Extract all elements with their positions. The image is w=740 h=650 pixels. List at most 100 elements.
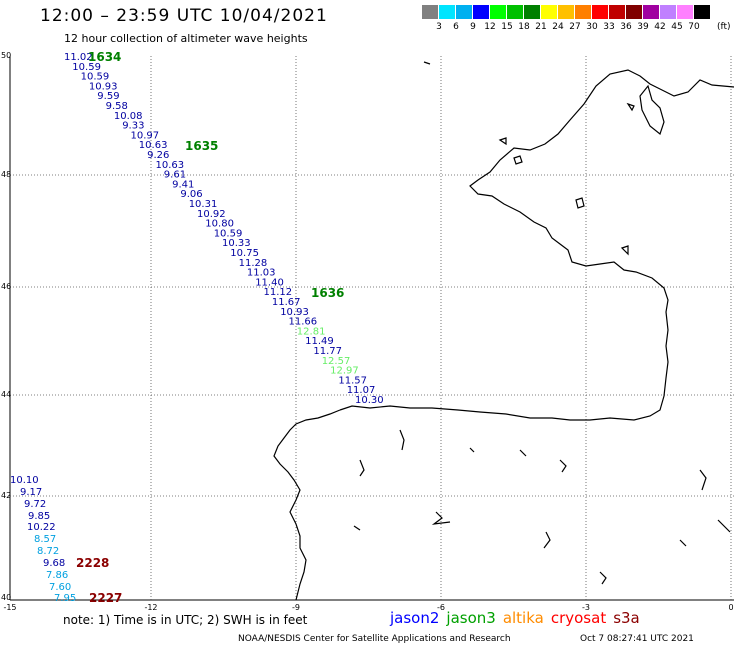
legend-swatch bbox=[473, 5, 490, 19]
swh-value: 11.02 bbox=[64, 52, 93, 63]
swh-value: 10.22 bbox=[27, 522, 56, 533]
lon-label: -9 bbox=[292, 603, 300, 612]
legend-label: 45 bbox=[671, 22, 683, 32]
footer-note: note: 1) Time is in UTC; 2) SWH is in fe… bbox=[63, 613, 308, 627]
lon-label: -15 bbox=[3, 603, 16, 612]
lon-label: -12 bbox=[144, 603, 157, 612]
swh-value: 10.59 bbox=[81, 72, 110, 83]
legend-label: 24 bbox=[552, 22, 564, 32]
swh-value: 9.41 bbox=[172, 179, 194, 190]
legend-label: 3 bbox=[436, 22, 442, 32]
track-southwest: 10.109.179.729.8510.228.578.729.687.867.… bbox=[10, 475, 76, 604]
map-title: 12:00 – 23:59 UTC 10/04/2021 bbox=[40, 6, 328, 26]
swh-value: 10.75 bbox=[230, 248, 259, 259]
pass-number: 1634 bbox=[88, 50, 121, 64]
color-scale-legend bbox=[422, 5, 711, 19]
pass-number: 1636 bbox=[311, 286, 344, 300]
swh-value: 9.58 bbox=[106, 101, 128, 112]
lat-label: 42 bbox=[1, 491, 11, 500]
swh-value: 8.72 bbox=[37, 546, 59, 557]
coastline bbox=[273, 61, 735, 601]
pass-number: 2227 bbox=[89, 591, 122, 605]
legend-label: 15 bbox=[501, 22, 513, 32]
swh-value: 9.59 bbox=[97, 91, 119, 102]
swh-value: 9.33 bbox=[122, 121, 144, 132]
swh-value: 7.95 bbox=[54, 593, 76, 604]
pass-labels: 1634 1635 1636 2228 2227 bbox=[76, 50, 344, 605]
pass-number: 1635 bbox=[185, 139, 218, 153]
swh-value: 12.57 bbox=[322, 356, 351, 367]
color-scale-unit: (ft) bbox=[717, 22, 731, 32]
swh-value: 10.59 bbox=[214, 228, 243, 239]
latitude-labels: 50 48 46 44 42 40 bbox=[1, 51, 11, 602]
longitude-labels: -15 -12 -9 -6 -3 0 bbox=[3, 603, 733, 612]
generated-timestamp: Oct 7 08:27:41 UTC 2021 bbox=[580, 634, 694, 644]
swh-value: 11.28 bbox=[239, 258, 268, 269]
graticule bbox=[10, 56, 734, 600]
lon-label: -6 bbox=[437, 603, 445, 612]
swh-value: 10.63 bbox=[156, 160, 185, 171]
satellite-name: altika bbox=[502, 609, 544, 627]
legend-swatch bbox=[626, 5, 643, 19]
swh-value: 11.77 bbox=[313, 346, 342, 357]
legend-label: 33 bbox=[603, 22, 615, 32]
swh-value: 10.08 bbox=[114, 111, 143, 122]
swh-value: 9.06 bbox=[180, 189, 202, 200]
satellite-name: jason3 bbox=[446, 609, 496, 627]
legend-swatch bbox=[507, 5, 524, 19]
swh-value: 10.63 bbox=[139, 140, 168, 151]
swh-value: 11.40 bbox=[255, 277, 284, 288]
swh-value: 10.80 bbox=[205, 219, 234, 230]
legend-label: 39 bbox=[637, 22, 649, 32]
swh-value: 11.66 bbox=[289, 317, 318, 328]
swh-value: 10.31 bbox=[189, 199, 218, 210]
swh-value: 11.67 bbox=[272, 297, 301, 308]
legend-swatch bbox=[456, 5, 473, 19]
swh-value: 9.68 bbox=[43, 558, 65, 569]
swh-value: 9.85 bbox=[28, 511, 50, 522]
swh-value: 11.57 bbox=[338, 375, 367, 386]
swh-value: 11.49 bbox=[305, 336, 334, 347]
legend-swatch bbox=[643, 5, 660, 19]
swh-value: 10.92 bbox=[197, 209, 226, 220]
legend-swatch bbox=[575, 5, 592, 19]
legend-swatch bbox=[592, 5, 609, 19]
legend-label: 12 bbox=[484, 22, 496, 32]
legend-swatch bbox=[694, 5, 711, 19]
legend-label: 36 bbox=[620, 22, 632, 32]
legend-swatch bbox=[541, 5, 558, 19]
jason3-track-main: 11.0210.5910.5910.939.599.5810.089.3310.… bbox=[64, 52, 384, 406]
lon-label: -3 bbox=[582, 603, 590, 612]
map-frame bbox=[9, 56, 734, 601]
pass-number: 2228 bbox=[76, 556, 109, 570]
legend-swatch bbox=[490, 5, 507, 19]
swh-value: 11.03 bbox=[247, 268, 276, 279]
legend-swatch bbox=[524, 5, 541, 19]
lon-label: 0 bbox=[728, 603, 733, 612]
color-scale-labels: 3 6 9 12 15 18 21 24 27 30 33 36 39 42 45 70 bbox=[422, 22, 740, 34]
swh-value: 8.57 bbox=[34, 534, 56, 545]
swh-value: 9.26 bbox=[147, 150, 169, 161]
swh-value: 11.12 bbox=[264, 287, 293, 298]
credit-line: NOAA/NESDIS Center for Satellite Applica… bbox=[238, 634, 511, 644]
satellite-name: jason2 bbox=[390, 609, 440, 627]
legend-label: 42 bbox=[654, 22, 666, 32]
swh-value: 9.72 bbox=[24, 499, 46, 510]
legend-label: 27 bbox=[569, 22, 581, 32]
swh-value: 11.07 bbox=[347, 385, 376, 396]
swh-value: 12.97 bbox=[330, 366, 359, 377]
satellite-legend: jason2 jason3 altika cryosat s3a bbox=[390, 609, 647, 627]
legend-swatch bbox=[422, 5, 439, 19]
lat-label: 44 bbox=[1, 390, 11, 399]
legend-swatch bbox=[558, 5, 575, 19]
map-subtitle: 12 hour collection of altimeter wave hei… bbox=[64, 32, 308, 45]
swh-value: 10.97 bbox=[131, 130, 160, 141]
lat-label: 48 bbox=[1, 170, 11, 179]
swh-value: 7.60 bbox=[49, 582, 71, 593]
legend-label: 70 bbox=[688, 22, 700, 32]
legend-label: 21 bbox=[535, 22, 547, 32]
legend-swatch bbox=[660, 5, 677, 19]
swh-value: 10.93 bbox=[280, 307, 309, 318]
satellite-name: cryosat bbox=[550, 609, 607, 627]
